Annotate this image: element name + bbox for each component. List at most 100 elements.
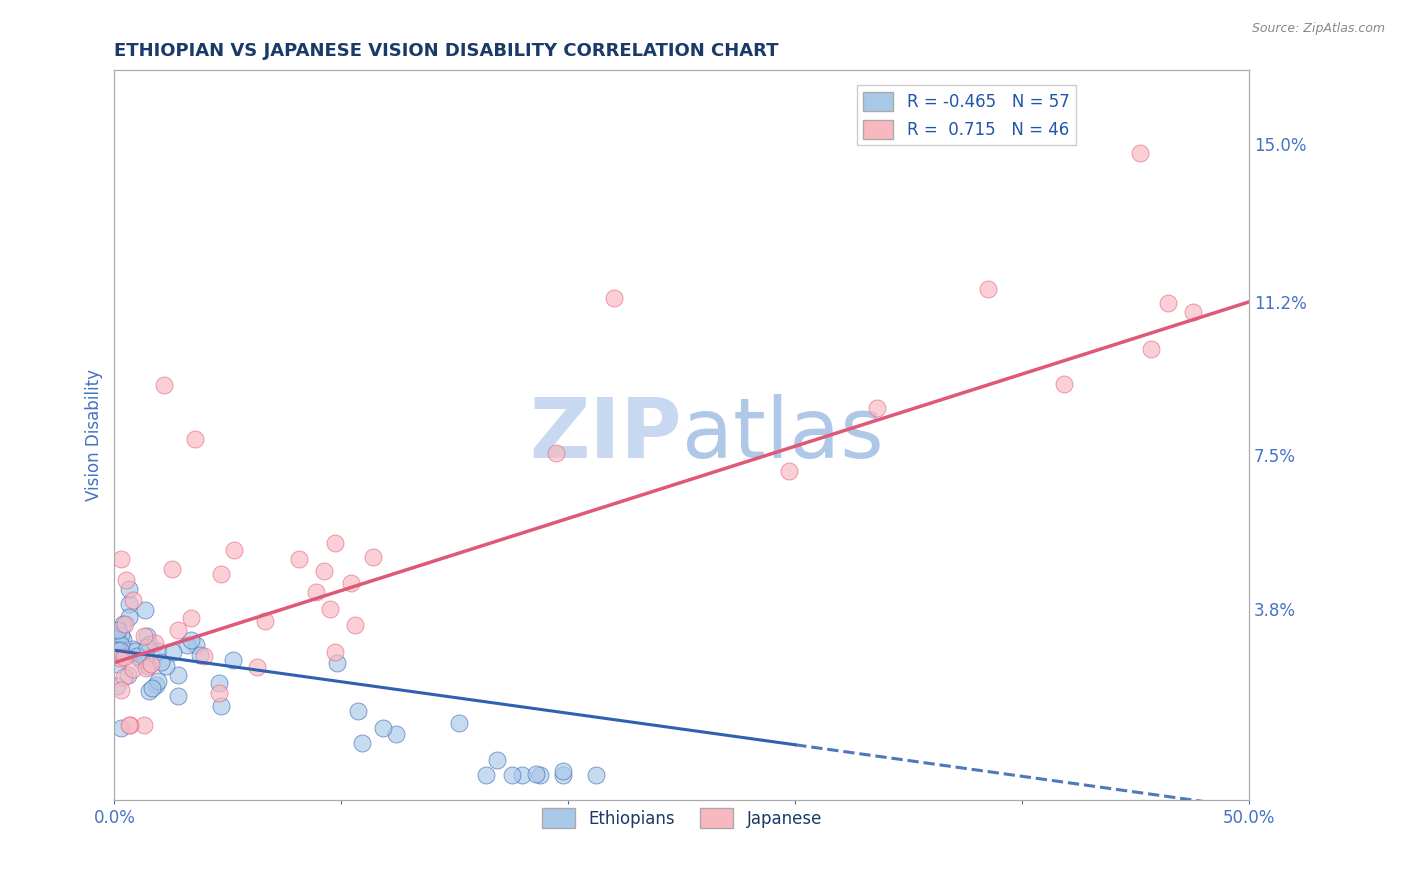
Point [529, 767, 551, 781]
Point [155, 658, 177, 673]
Point [125, 649, 148, 664]
Point [866, 401, 889, 416]
Point [135, 640, 157, 654]
Point [108, 642, 131, 657]
Point [153, 377, 176, 392]
Point [193, 648, 215, 663]
Point [208, 676, 231, 690]
Point [146, 674, 169, 689]
Point [551, 764, 574, 778]
Point [118, 597, 141, 611]
Point [136, 629, 159, 643]
Point [585, 767, 607, 781]
Point [121, 593, 143, 607]
Point [166, 668, 188, 682]
Point [114, 573, 136, 587]
Point [131, 653, 153, 667]
Point [350, 736, 373, 750]
Point [524, 767, 547, 781]
Point [145, 678, 167, 692]
Text: ZIP: ZIP [529, 394, 682, 475]
Point [105, 643, 128, 657]
Text: atlas: atlas [682, 394, 883, 475]
Point [314, 564, 336, 578]
Point [138, 684, 160, 698]
Point [188, 648, 211, 663]
Point [779, 463, 801, 477]
Point [209, 566, 232, 581]
Point [602, 291, 624, 305]
Point [544, 446, 567, 460]
Point [184, 638, 207, 652]
Point [253, 614, 276, 628]
Point [146, 644, 169, 658]
Point [1157, 295, 1180, 310]
Legend: Ethiopians, Japanese: Ethiopians, Japanese [534, 801, 828, 835]
Point [110, 638, 132, 652]
Point [141, 681, 163, 695]
Point [208, 686, 231, 700]
Point [112, 670, 135, 684]
Point [486, 753, 509, 767]
Point [184, 433, 207, 447]
Point [209, 698, 232, 713]
Point [160, 562, 183, 576]
Point [117, 610, 139, 624]
Point [363, 549, 385, 564]
Point [134, 628, 156, 642]
Point [112, 616, 135, 631]
Point [110, 721, 132, 735]
Point [134, 603, 156, 617]
Text: ETHIOPIAN VS JAPANESE VISION DISABILITY CORRELATION CHART: ETHIOPIAN VS JAPANESE VISION DISABILITY … [114, 42, 779, 60]
Point [501, 767, 523, 781]
Point [246, 660, 269, 674]
Point [510, 767, 533, 781]
Point [167, 623, 190, 637]
Point [110, 651, 132, 665]
Point [326, 656, 349, 670]
Point [176, 638, 198, 652]
Point [180, 611, 202, 625]
Point [288, 552, 311, 566]
Point [167, 689, 190, 703]
Point [149, 655, 172, 669]
Point [136, 658, 159, 673]
Point [551, 767, 574, 781]
Point [1053, 376, 1076, 391]
Point [1129, 145, 1152, 160]
Point [135, 661, 157, 675]
Point [110, 552, 132, 566]
Point [105, 632, 128, 646]
Point [105, 679, 128, 693]
Point [325, 645, 347, 659]
Text: Source: ZipAtlas.com: Source: ZipAtlas.com [1251, 22, 1385, 36]
Point [138, 637, 160, 651]
Point [222, 653, 245, 667]
Point [117, 668, 139, 682]
Point [139, 657, 162, 672]
Point [112, 632, 135, 646]
Point [475, 767, 498, 781]
Y-axis label: Vision Disability: Vision Disability [86, 368, 103, 500]
Point [162, 645, 184, 659]
Point [118, 718, 141, 732]
Point [323, 536, 346, 550]
Point [305, 585, 328, 599]
Point [112, 650, 135, 665]
Point [1140, 343, 1163, 357]
Point [319, 601, 342, 615]
Point [977, 282, 1000, 296]
Point [340, 576, 363, 591]
Point [105, 634, 128, 648]
Point [224, 543, 246, 558]
Point [110, 683, 132, 698]
Point [105, 657, 128, 671]
Point [118, 718, 141, 732]
Point [143, 636, 166, 650]
Point [121, 641, 143, 656]
Point [124, 644, 146, 658]
Point [1181, 305, 1204, 319]
Point [344, 618, 367, 632]
Point [385, 727, 408, 741]
Point [122, 662, 145, 676]
